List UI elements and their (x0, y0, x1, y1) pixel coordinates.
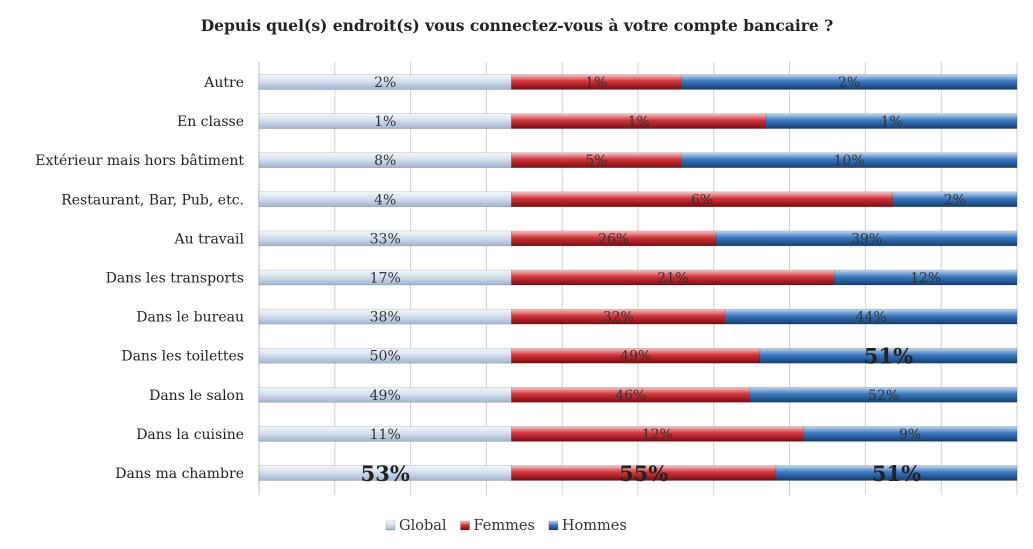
data-label-femmes-en-classe: 1% (628, 114, 650, 130)
data-label-femmes-exterieur-mais-hors-batiment: 5% (585, 153, 607, 169)
bar-hommes-dans-les-toilettes (759, 347, 1018, 364)
legend-item-femmes: Femmes (460, 518, 535, 534)
data-label-hommes-dans-les-toilettes: 51% (864, 344, 913, 369)
data-label-hommes-dans-ma-chambre: 51% (872, 461, 921, 486)
bar-hommes-exterieur-mais-hors-batiment (680, 152, 1018, 168)
legend-label-global: Global (399, 518, 447, 534)
data-label-femmes-dans-ma-chambre: 55% (619, 461, 668, 486)
data-label-global-en-classe: 1% (374, 114, 396, 130)
data-label-hommes-restaurant-bar-pub-etc: 2% (944, 192, 966, 208)
category-label-dans-les-transports: Dans les transports (106, 271, 244, 287)
legend-label-femmes: Femmes (474, 518, 535, 534)
data-labels: 2% 1% 2% 1% 1% 1% 8% 5% 10% 4% 6% 2% 33% 26% 39% 17% 21%… (361, 75, 966, 486)
category-label-restaurant-bar-pub-etc: Restaurant, Bar, Pub, etc. (61, 192, 244, 208)
bar-hommes-restaurant-bar-pub-etc (892, 191, 1018, 208)
category-label-dans-le-salon: Dans le salon (149, 388, 244, 404)
legend-swatch-hommes (548, 520, 559, 531)
bar-hommes-dans-le-bureau (724, 308, 1018, 325)
data-label-hommes-dans-le-salon: 52% (868, 388, 899, 404)
bar-hommes-au-travail (715, 230, 1018, 247)
data-label-femmes-dans-le-bureau: 32% (603, 310, 634, 326)
category-label-en-classe: En classe (177, 114, 244, 130)
category-label-dans-le-bureau: Dans le bureau (136, 310, 244, 326)
data-label-global-dans-la-cuisine: 11% (370, 427, 401, 443)
bar-femmes-dans-les-toilettes (511, 347, 761, 364)
data-label-global-au-travail: 33% (370, 231, 401, 247)
category-label-dans-les-toilettes: Dans les toilettes (121, 349, 244, 365)
data-label-hommes-en-classe: 1% (880, 114, 902, 130)
data-label-femmes-dans-les-toilettes: 49% (620, 349, 651, 365)
legend-label-hommes: Hommes (562, 518, 627, 534)
data-label-hommes-exterieur-mais-hors-batiment: 10% (834, 153, 865, 169)
bars (258, 74, 1018, 481)
data-label-global-dans-le-bureau: 38% (370, 310, 401, 326)
category-label-dans-la-cuisine: Dans la cuisine (136, 427, 244, 443)
data-label-global-autre: 2% (374, 75, 396, 91)
legend-swatch-femmes (460, 520, 470, 531)
bar-hommes-dans-les-transports (834, 269, 1018, 286)
category-label-au-travail: Au travail (174, 231, 245, 247)
category-label-dans-ma-chambre: Dans ma chambre (115, 466, 244, 482)
bar-hommes-en-classe (765, 113, 1018, 129)
legend-item-global: Global (385, 518, 447, 534)
data-label-global-exterieur-mais-hors-batiment: 8% (374, 153, 396, 169)
data-label-hommes-dans-la-cuisine: 9% (899, 427, 921, 443)
data-label-hommes-autre: 2% (838, 75, 860, 91)
data-label-femmes-dans-le-salon: 46% (615, 388, 646, 404)
data-label-femmes-dans-la-cuisine: 12% (642, 427, 673, 443)
legend: Global Femmes Hommes (385, 518, 627, 534)
bar-hommes-dans-la-cuisine (802, 426, 1018, 442)
category-label-autre: Autre (203, 75, 244, 91)
bar-hommes-autre (680, 74, 1018, 90)
data-label-global-dans-ma-chambre: 53% (361, 461, 410, 486)
data-label-hommes-au-travail: 39% (851, 231, 882, 247)
category-label-exterieur-mais-hors-batiment: Extérieur mais hors bâtiment (35, 153, 244, 169)
data-label-femmes-au-travail: 26% (598, 231, 629, 247)
bar-hommes-dans-le-salon (749, 387, 1018, 403)
data-label-global-restaurant-bar-pub-etc: 4% (374, 192, 396, 208)
legend-swatch-global (385, 520, 396, 531)
data-label-global-dans-les-transports: 17% (370, 271, 401, 287)
data-label-hommes-dans-le-bureau: 44% (856, 310, 887, 326)
data-label-hommes-dans-les-transports: 12% (910, 271, 941, 287)
category-labels: Autre En classe Extérieur mais hors bâtime… (35, 75, 244, 482)
data-label-femmes-restaurant-bar-pub-etc: 6% (691, 192, 713, 208)
data-label-global-dans-les-toilettes: 50% (370, 349, 401, 365)
chart-title: Depuis quel(s) endroit(s) vous connectez… (201, 16, 834, 35)
data-label-global-dans-le-salon: 49% (370, 388, 401, 404)
bar-hommes-dans-ma-chambre (775, 465, 1018, 481)
data-label-femmes-dans-les-transports: 21% (657, 271, 688, 287)
data-label-femmes-autre: 1% (585, 75, 607, 91)
legend-item-hommes: Hommes (548, 518, 627, 534)
